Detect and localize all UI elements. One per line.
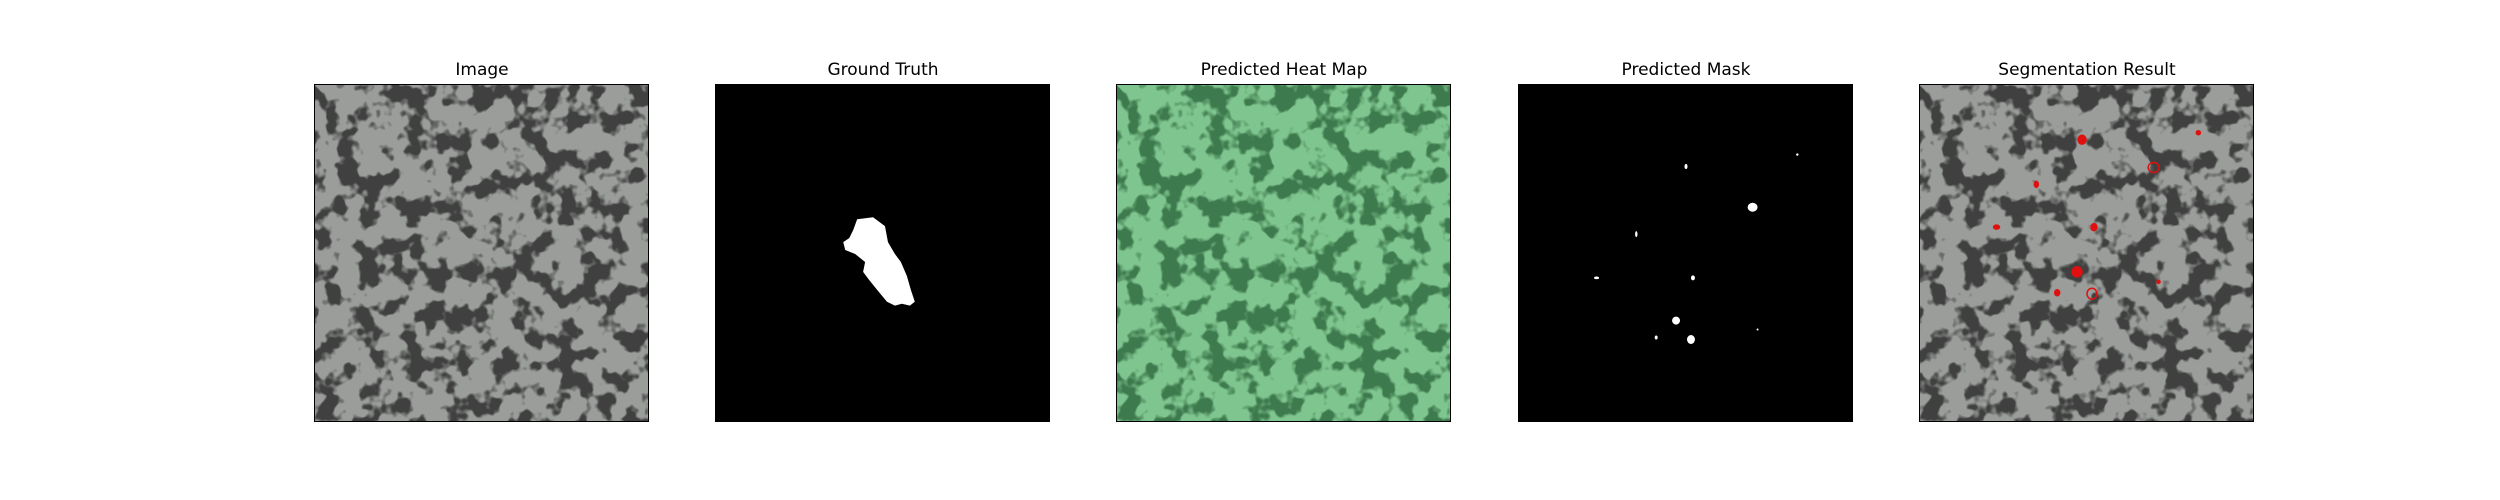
mask-blob <box>1654 335 1658 340</box>
ground-truth-region <box>843 217 915 306</box>
panel-title: Image <box>455 60 509 80</box>
predicted-mask <box>1519 85 1852 421</box>
image-view <box>314 84 649 422</box>
texture-image <box>315 85 648 421</box>
panel-title: Segmentation Result <box>1998 60 2176 80</box>
mask-blob <box>1756 328 1759 331</box>
overlay-marker <box>2077 134 2087 145</box>
mask-blobs <box>1594 153 1799 344</box>
overlay-marker <box>2090 222 2098 232</box>
overlay-marker <box>2033 180 2040 189</box>
segmentation-overlay <box>1920 85 2253 421</box>
heat-map-image <box>1117 85 1450 421</box>
overlay-marker <box>2156 279 2161 285</box>
panel-title: Predicted Mask <box>1621 60 1751 80</box>
segmentation-result-view <box>1919 84 2254 422</box>
mask-blob <box>1686 335 1695 344</box>
mask-blob <box>1684 164 1688 169</box>
mask-blob <box>1635 231 1638 238</box>
overlay-marker <box>2195 129 2202 136</box>
ground-truth-mask <box>716 85 1049 421</box>
mask-blob <box>1747 202 1758 212</box>
heat-map-view <box>1116 84 1451 422</box>
mask-blob <box>1594 276 1600 280</box>
panel-title: Predicted Heat Map <box>1200 60 1368 80</box>
overlay-marker <box>2053 289 2061 297</box>
overlay-marker <box>2071 266 2083 278</box>
mask-blob <box>1690 275 1695 281</box>
overlay-marker <box>2086 287 2098 300</box>
overlay-markers <box>1992 129 2202 300</box>
mask-blob <box>1672 316 1681 325</box>
ground-truth-view <box>715 84 1050 422</box>
panel-title: Ground Truth <box>827 60 939 80</box>
overlay-marker <box>1992 224 2001 230</box>
overlay-marker <box>2147 161 2160 174</box>
mask-blob <box>1796 153 1799 156</box>
predicted-mask-view <box>1518 84 1853 422</box>
